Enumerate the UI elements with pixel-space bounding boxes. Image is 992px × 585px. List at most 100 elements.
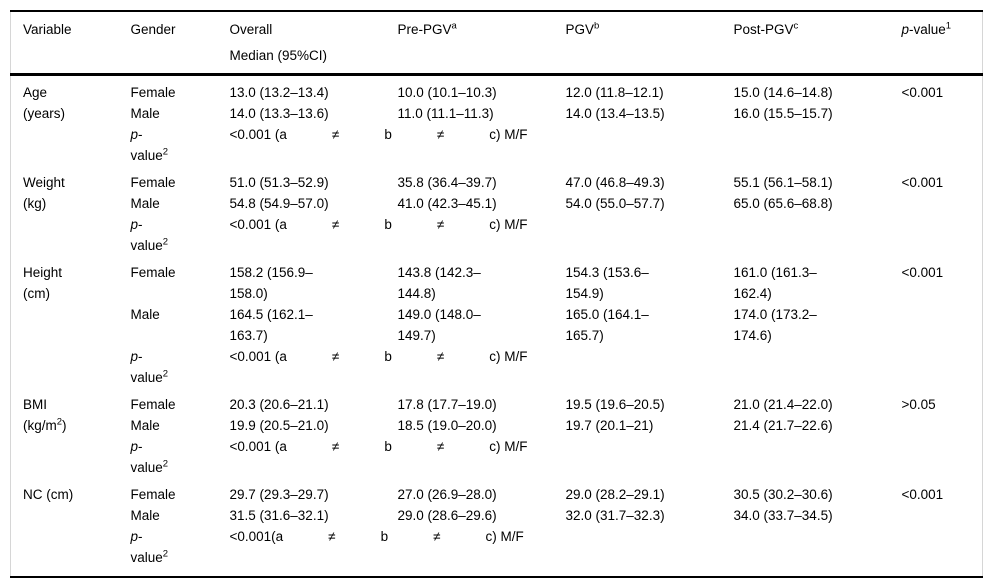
value-cell: 154.3 (153.6– 154.9) xyxy=(565,265,649,301)
gender-cell: Female xyxy=(130,397,176,412)
gender-cell: Female xyxy=(130,175,176,190)
value-cell: 54.0 (55.0–57.7) xyxy=(565,196,665,211)
col-header-pre-pgv-label: Pre-PGV xyxy=(397,22,452,37)
table-header: Variable Gender Overall Median (95%CI) P… xyxy=(10,11,983,76)
col-header-variable: Variable xyxy=(10,11,119,76)
gender-cell: Male xyxy=(130,106,160,121)
col-header-gender: Gender xyxy=(118,11,218,76)
value-cell: 55.1 (56.1–58.1) xyxy=(733,175,833,190)
p-row-label-cell: p-value2 xyxy=(130,529,169,565)
p-row-superscript: 2 xyxy=(162,548,169,560)
col-header-variable-label: Variable xyxy=(23,22,72,37)
p-note-cell: <0.001 (a ≠ b ≠ c) M/F xyxy=(229,127,528,142)
gender-cell: Female xyxy=(130,265,176,280)
value-cell: 12.0 (11.8–12.1) xyxy=(565,85,664,100)
col-header-post-pgv-superscript: c xyxy=(793,20,799,32)
gender-cell: Male xyxy=(130,508,160,523)
value-cell: 16.0 (15.5–15.7) xyxy=(733,106,833,121)
header-row: Variable Gender Overall Median (95%CI) P… xyxy=(10,11,983,76)
col-header-p-value: p-value1 xyxy=(889,11,983,76)
col-header-overall: Overall Median (95%CI) xyxy=(217,11,386,76)
p-row-italic: p xyxy=(130,349,139,364)
value-cell: 10.0 (10.1–10.3) xyxy=(397,85,497,100)
table-row: Weight (kg) Female 51.0 (51.3–52.9) 35.8 (36… xyxy=(11,166,983,211)
p-row-italic: p xyxy=(130,127,139,142)
variable-cell: Height (cm) xyxy=(23,265,63,301)
value-cell: 21.0 (21.4–22.0) xyxy=(733,397,833,412)
value-cell: 29.0 (28.6–29.6) xyxy=(397,508,497,523)
table-row: Male 14.0 (13.3–13.6) 11.0 (11.1–11.3) 14.0… xyxy=(11,103,983,124)
table-row: p-value2 <0.001 (a ≠ b ≠ c) M/F xyxy=(11,214,983,256)
value-cell: 35.8 (36.4–39.7) xyxy=(397,175,497,190)
gender-cell: Male xyxy=(130,418,160,433)
col-header-pgv-label: PGV xyxy=(565,22,595,37)
value-cell: 18.5 (19.0–20.0) xyxy=(397,418,497,433)
value-cell: 14.0 (13.4–13.5) xyxy=(565,106,665,121)
p-value-cell: <0.001 xyxy=(901,85,944,100)
p-row-superscript: 2 xyxy=(162,368,169,380)
value-cell: 29.7 (29.3–29.7) xyxy=(229,487,329,502)
table-row: Height (cm) Female 158.2 (156.9– 158.0) 143.… xyxy=(11,256,983,304)
value-cell: 27.0 (26.9–28.0) xyxy=(397,487,497,502)
col-header-overall-label: Overall xyxy=(229,22,273,37)
table-body: Age (years) Female 13.0 (13.2–13.4) 10.0 (10… xyxy=(11,75,983,578)
value-cell: 31.5 (31.6–32.1) xyxy=(229,508,329,523)
p-value-cell: <0.001 xyxy=(901,175,944,190)
gender-cell: Female xyxy=(130,85,176,100)
p-row-superscript: 2 xyxy=(162,458,169,470)
value-cell: 32.0 (31.7–32.3) xyxy=(565,508,665,523)
value-cell: 17.8 (17.7–19.0) xyxy=(397,397,497,412)
gender-cell: Male xyxy=(130,196,160,211)
p-note-cell: <0.001(a ≠ b ≠ c) M/F xyxy=(229,529,524,544)
p-row-italic: p xyxy=(130,529,139,544)
col-header-pgv-superscript: b xyxy=(594,20,600,32)
value-cell: 54.8 (54.9–57.0) xyxy=(229,196,329,211)
value-cell: 21.4 (21.7–22.6) xyxy=(733,418,833,433)
summary-table: Variable Gender Overall Median (95%CI) P… xyxy=(10,10,983,578)
variable-cell: Age (years) xyxy=(23,85,66,121)
table-row: Male 31.5 (31.6–32.1) 29.0 (28.6–29.6) 32.0… xyxy=(11,505,983,526)
value-cell: 164.5 (162.1– 163.7) xyxy=(229,307,313,343)
variable-cell: BMI (kg/m2) xyxy=(23,397,67,433)
col-header-p-value-superscript: 1 xyxy=(945,20,952,32)
value-cell: 47.0 (46.8–49.3) xyxy=(565,175,665,190)
p-row-superscript: 2 xyxy=(162,146,169,158)
gender-cell: Male xyxy=(130,307,160,322)
p-row-label-cell: p-value2 xyxy=(130,217,169,253)
p-value-cell: >0.05 xyxy=(901,397,936,412)
p-note-cell: <0.001 (a ≠ b ≠ c) M/F xyxy=(229,439,528,454)
table-row: Male 19.9 (20.5–21.0) 18.5 (19.0–20.0) 19.7… xyxy=(11,415,983,436)
value-cell: 30.5 (30.2–30.6) xyxy=(733,487,833,502)
col-header-p-value-italic: p xyxy=(901,22,910,37)
value-cell: 13.0 (13.2–13.4) xyxy=(229,85,329,100)
value-cell: 51.0 (51.3–52.9) xyxy=(229,175,329,190)
value-cell: 174.0 (173.2– 174.6) xyxy=(733,307,817,343)
table-row: Male 54.8 (54.9–57.0) 41.0 (42.3–45.1) 54.0… xyxy=(11,193,983,214)
value-cell: 143.8 (142.3– 144.8) xyxy=(397,265,481,301)
p-value-cell: <0.001 xyxy=(901,265,944,280)
table-row: Male 164.5 (162.1– 163.7) 149.0 (148.0– 14… xyxy=(11,304,983,346)
value-cell: 158.2 (156.9– 158.0) xyxy=(229,265,313,301)
value-cell: 29.0 (28.2–29.1) xyxy=(565,487,665,502)
value-cell: 14.0 (13.3–13.6) xyxy=(229,106,329,121)
p-row-superscript: 2 xyxy=(162,236,169,248)
value-cell: 19.9 (20.5–21.0) xyxy=(229,418,329,433)
table-row: p-value2 <0.001 (a ≠ b ≠ c) M/F xyxy=(11,436,983,478)
gender-cell: Female xyxy=(130,487,176,502)
table-row: p-value2 <0.001 (a ≠ b ≠ c) M/F xyxy=(11,346,983,388)
value-cell: 41.0 (42.3–45.1) xyxy=(397,196,497,211)
p-row-label-cell: p-value2 xyxy=(130,127,169,163)
value-cell: 65.0 (65.6–68.8) xyxy=(733,196,833,211)
table-row: BMI (kg/m2) Female 20.3 (20.6–21.1) 17.8 (17… xyxy=(11,388,983,433)
p-row-italic: p xyxy=(130,217,139,232)
value-cell: 165.0 (164.1– 165.7) xyxy=(565,307,649,343)
col-header-pre-pgv-superscript: a xyxy=(451,20,457,32)
value-cell: 34.0 (33.7–34.5) xyxy=(733,508,833,523)
col-header-overall-sublabel: Median (95%CI) xyxy=(229,48,328,63)
unit-superscript: 2 xyxy=(56,416,63,428)
value-cell: 15.0 (14.6–14.8) xyxy=(733,85,833,100)
p-row-italic: p xyxy=(130,439,139,454)
value-cell: 11.0 (11.1–11.3) xyxy=(397,106,494,121)
value-cell: 19.5 (19.6–20.5) xyxy=(565,397,665,412)
